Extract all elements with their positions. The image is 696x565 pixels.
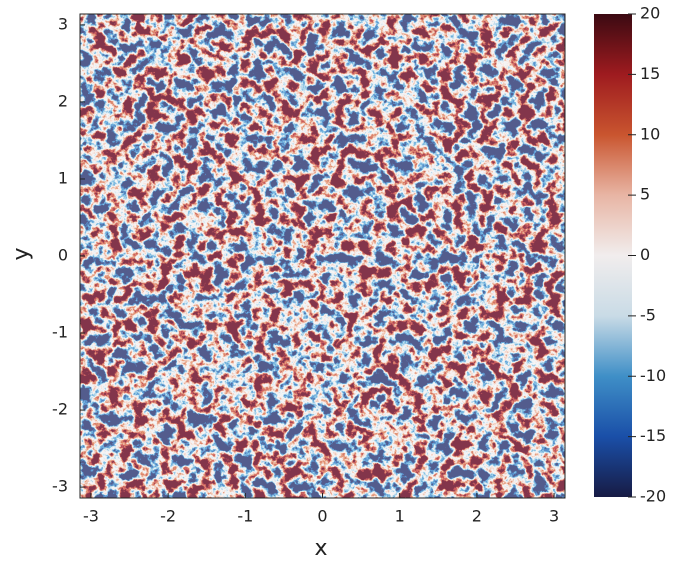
colorbar-tick-label: -20 bbox=[640, 487, 666, 506]
y-tick-label: 1 bbox=[58, 168, 68, 187]
y-tick-label: 3 bbox=[58, 14, 68, 33]
x-tick-label: 3 bbox=[549, 507, 559, 526]
colorbar-tick-label: 10 bbox=[640, 124, 660, 143]
x-tick-label: 1 bbox=[395, 507, 405, 526]
x-tick-label: -3 bbox=[83, 507, 99, 526]
x-tick-label: -1 bbox=[237, 507, 253, 526]
colorbar-tick-label: 0 bbox=[640, 245, 650, 264]
colorbar-tick-label: -10 bbox=[640, 366, 666, 385]
y-tick-label: -3 bbox=[52, 477, 68, 496]
colorbar-tick-label: -5 bbox=[640, 305, 656, 324]
heatmap-field bbox=[80, 14, 565, 498]
y-tick-label: -1 bbox=[52, 323, 68, 342]
x-tick-label: 0 bbox=[317, 507, 327, 526]
colorbar-tick-label: 20 bbox=[640, 4, 660, 23]
y-tick-label: 2 bbox=[58, 91, 68, 110]
colorbar-tick-label: 15 bbox=[640, 64, 660, 83]
y-tick-label: 0 bbox=[58, 246, 68, 265]
y-axis-label: y bbox=[9, 247, 34, 260]
chart: x y -3-2-10123-3-2-10123-20-15-10-505101… bbox=[0, 0, 696, 565]
colorbar-tick-label: 5 bbox=[640, 185, 650, 204]
colorbar bbox=[594, 14, 632, 497]
colorbar-tick-label: -15 bbox=[640, 426, 666, 445]
x-tick-label: 2 bbox=[472, 507, 482, 526]
y-tick-label: -2 bbox=[52, 400, 68, 419]
x-tick-label: -2 bbox=[160, 507, 176, 526]
x-axis-label: x bbox=[314, 536, 327, 561]
